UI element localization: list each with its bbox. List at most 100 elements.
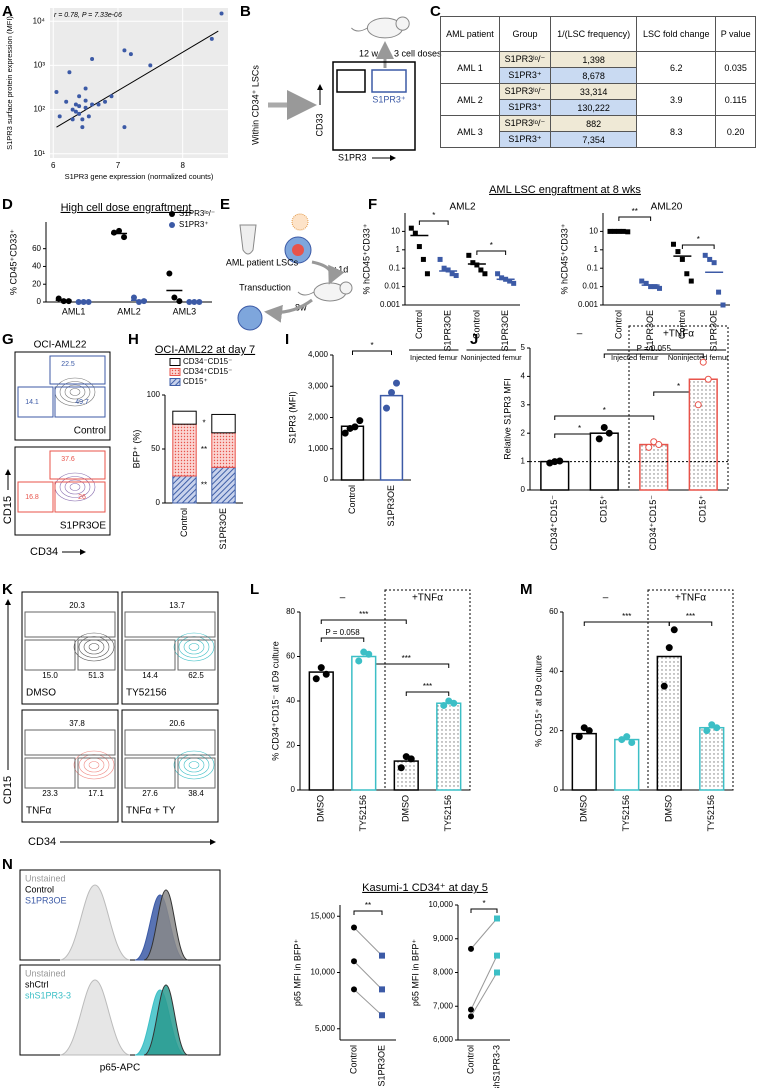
y-axis-label: % hCD45⁺CD33⁺: [559, 223, 569, 294]
data-point: [605, 429, 613, 437]
gate: [77, 639, 116, 671]
cells: [292, 244, 304, 256]
bar: [393, 760, 419, 791]
y-tick-label: 40: [286, 696, 295, 705]
data-point: [67, 70, 72, 75]
data-point: [450, 699, 458, 707]
x-tick-label: S1PR3OE: [386, 485, 396, 527]
section-label: –: [603, 593, 609, 604]
group-cell: S1PR3⁺: [498, 99, 552, 116]
x-tick-label: DMSO: [579, 795, 589, 822]
data-point: [466, 252, 472, 258]
gate: [124, 757, 176, 789]
y-tick-label: 0.01: [384, 282, 400, 291]
y-axis-label: % CD45⁺CD33⁺: [8, 229, 18, 295]
data-point: [600, 424, 608, 432]
significance-bracket: [353, 910, 383, 915]
header-cell: LSC fold change: [636, 16, 717, 52]
data-point: [103, 99, 108, 104]
header-cell: P value: [715, 16, 756, 52]
significance-label: **: [632, 207, 638, 216]
significance-label: *: [697, 235, 700, 244]
y-tick-label: 0: [37, 297, 42, 306]
data-point: [90, 102, 95, 107]
data-point: [495, 271, 501, 277]
data-point: [449, 271, 455, 277]
data-point: [57, 114, 62, 119]
chart-title: Kasumi-1 CD34⁺ at day 5: [362, 882, 488, 894]
y-tick-label: 10,000: [429, 900, 454, 909]
data-point: [219, 11, 224, 16]
gate: [24, 729, 116, 756]
significance-bracket: [603, 353, 704, 358]
data-point: [657, 285, 663, 291]
data-point: [704, 375, 712, 383]
data-point: [628, 739, 636, 747]
legend-label: CD15⁺: [183, 377, 208, 386]
data-point: [645, 443, 653, 451]
y-tick-label: 40: [549, 666, 558, 675]
label: Within CD34⁺ LSCs: [250, 65, 260, 145]
x-tick-label: shS1PR3-3: [491, 1045, 501, 1088]
group-label: Noninjected femur: [668, 353, 729, 362]
bar: [699, 726, 725, 791]
frequency-cell: 8,678: [550, 67, 638, 84]
significance-bracket: [583, 621, 670, 626]
gate: [54, 386, 106, 418]
data-point: [441, 265, 447, 271]
fold-cell: 8.3: [636, 115, 717, 148]
data-point: [655, 441, 663, 449]
y-tick-label: 3: [521, 400, 526, 409]
data-point: [511, 280, 517, 286]
gate: [124, 729, 216, 756]
x-tick-label: CD15⁺: [599, 495, 609, 523]
significance-bracket: [363, 663, 450, 668]
arrow: [311, 260, 345, 285]
gate: [77, 757, 116, 789]
gate-value: 13.7: [169, 601, 185, 610]
data-point: [702, 252, 708, 258]
patient-cell: AML 1: [440, 51, 500, 84]
x-tick-label: Control: [347, 485, 357, 514]
data-point: [437, 256, 443, 262]
y-tick-label: 4: [521, 372, 526, 381]
cells: [237, 305, 263, 331]
table-row: S1PR3⁺ 7,354: [441, 131, 756, 148]
x-tick-label: AML2: [117, 306, 141, 316]
data-point: [507, 278, 513, 284]
data-point: [121, 234, 128, 241]
data-point: [675, 249, 681, 255]
panel-letter: J: [470, 331, 478, 348]
gate-value: 22.5: [61, 361, 75, 368]
legend-swatch: [169, 368, 181, 376]
data-point: [83, 86, 88, 91]
data-point: [73, 102, 78, 107]
bar: [656, 655, 682, 791]
plot-frame: [332, 61, 416, 151]
x-tick-label: TY52156: [706, 795, 716, 832]
gate: [49, 450, 106, 480]
data-point: [116, 227, 123, 234]
contour: [64, 479, 86, 495]
axis-label: CD33: [314, 113, 324, 136]
gate-value: 26: [78, 494, 86, 501]
group-cell: S1PR3⁺: [498, 67, 552, 84]
y-tick-label: 80: [286, 607, 295, 616]
data-point: [595, 435, 603, 443]
legend-label: CD34⁻CD15⁻: [183, 357, 232, 366]
bar-segment: [172, 410, 197, 425]
data-point: [317, 664, 325, 672]
data-point: [618, 736, 626, 744]
data-point: [86, 114, 91, 119]
significance-label: *: [603, 406, 606, 415]
gate: [371, 69, 407, 93]
mouse-tail: [351, 27, 368, 32]
section-box: [384, 589, 471, 791]
data-point: [176, 298, 183, 305]
data-point: [70, 107, 75, 112]
panel-letter: L: [250, 581, 259, 598]
data-point: [648, 284, 654, 290]
x-tick-label: 6: [51, 161, 56, 170]
data-point: [122, 48, 127, 53]
chart-title: AML LSC engraftment at 8 wks: [489, 184, 641, 196]
